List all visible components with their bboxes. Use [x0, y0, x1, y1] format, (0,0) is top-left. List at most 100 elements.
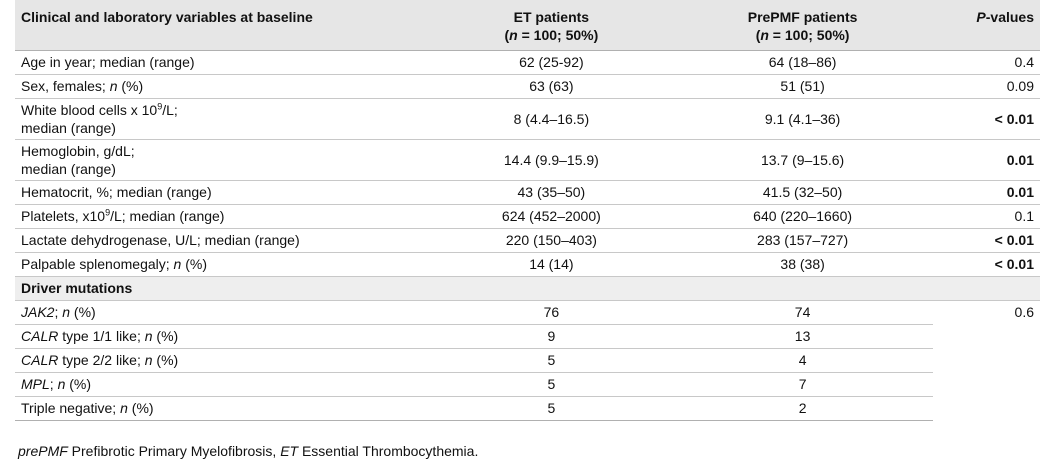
table-cell: 9: [430, 324, 672, 349]
text-run: Lactate dehydrogenase, U/L; median (rang…: [21, 232, 300, 248]
text-run: (: [504, 27, 510, 43]
text-run: 13.7 (9–15.6): [760, 151, 845, 168]
text-run: 9: [105, 207, 111, 218]
text-run: ;: [49, 376, 58, 392]
table-row: MPL; n (%) 5 7: [15, 372, 1040, 397]
text-run: /L;: [162, 101, 178, 118]
text-run: -values: [985, 9, 1034, 25]
text-run: 14 (14): [529, 256, 574, 272]
text-run: = 100; 50%): [517, 27, 599, 43]
table-row: Age in year; median (range) 62 (25-92) 64 …: [15, 50, 1040, 75]
text-run: Driver mutations: [21, 280, 133, 296]
text-run: 13: [794, 328, 811, 344]
text-run: /L; median (range): [110, 208, 225, 224]
table-cell: Age in year; median (range): [15, 50, 431, 75]
table-cell: < 0.01: [933, 98, 1040, 140]
text-run: 283 (157–727): [757, 232, 849, 248]
table-cell: 51 (51): [672, 74, 934, 99]
table-cell: 640 (220–1660): [672, 204, 934, 229]
text-run: median (range): [21, 119, 116, 136]
text-run: JAK2: [21, 304, 55, 320]
text-run: n: [120, 400, 128, 416]
text-run: Platelets, x10: [21, 208, 106, 224]
text-run: 9.1 (4.1–36): [764, 110, 841, 127]
table-cell: 5: [430, 372, 672, 397]
table-row: Clinical and laboratory variables at bas…: [15, 0, 1040, 51]
text-run: n: [62, 304, 71, 320]
table-cell: JAK2; n (%): [15, 300, 431, 325]
table-row: JAK2; n (%) 76 74 0.6: [15, 300, 1040, 325]
text-run: PrePMF patients: [747, 9, 858, 25]
text-run: 0.1: [1014, 208, 1034, 224]
text-run: 9: [547, 328, 556, 344]
table-cell: 74: [672, 300, 934, 325]
text-run: Essential Thrombocythemia.: [298, 443, 479, 459]
text-run: 64 (18–86): [768, 54, 837, 70]
table-cell: MPL; n (%): [15, 372, 431, 397]
table-row: Hemoglobin, g/dL; median (range) 14.4 (9.9…: [15, 139, 1040, 181]
table-row: CALR type 1/1 like; n (%) 9 13: [15, 324, 1040, 349]
table-cell: 13.7 (9–15.6): [672, 139, 934, 181]
table-cell: 0.1: [933, 204, 1040, 229]
text-run: n: [57, 376, 66, 392]
table-cell: 0.6: [933, 300, 1040, 420]
table-cell: Sex, females; n (%): [15, 74, 431, 99]
text-run: 0.09: [1006, 78, 1034, 94]
text-run: CALR: [21, 328, 59, 344]
table-cell: 283 (157–727): [672, 228, 934, 253]
table-cell: Hematocrit, %; median (range): [15, 180, 431, 205]
text-run: (%): [117, 78, 144, 94]
footnote: prePMF Prefibrotic Primary Myelofibrosis…: [18, 443, 478, 459]
text-run: < 0.01: [994, 256, 1034, 272]
text-run: 220 (150–403): [505, 232, 597, 248]
text-run: 0.01: [1006, 184, 1034, 200]
table-cell: 41.5 (32–50): [672, 180, 934, 205]
table-cell: 14 (14): [430, 252, 672, 277]
table-cell: 64 (18–86): [672, 50, 934, 75]
text-run: 63 (63): [529, 78, 574, 94]
text-run: n: [144, 328, 153, 344]
text-run: Age in year; median (range): [21, 54, 195, 70]
table-cell: 0.01: [933, 180, 1040, 205]
text-run: n: [760, 27, 769, 43]
text-run: n: [173, 256, 182, 272]
table-cell: 7: [672, 372, 934, 397]
text-run: < 0.01: [994, 110, 1034, 127]
data-table: Clinical and laboratory variables at bas…: [15, 0, 1040, 421]
text-run: n: [109, 78, 118, 94]
text-run: (%): [152, 352, 179, 368]
table-cell: < 0.01: [933, 228, 1040, 253]
text-run: n: [144, 352, 153, 368]
text-run: type 2/2 like;: [58, 352, 145, 368]
table-row: White blood cells x 109/L; median (range)…: [15, 98, 1040, 140]
table-cell: 9.1 (4.1–36): [672, 98, 934, 140]
text-run: MPL: [21, 376, 50, 392]
text-run: (%): [70, 304, 96, 320]
text-run: Hematocrit, %; median (range): [21, 184, 212, 200]
table-cell: Palpable splenomegaly; n (%): [15, 252, 431, 277]
table-cell: ET patients (n = 100; 50%): [430, 0, 672, 51]
text-run: 4: [798, 352, 807, 368]
text-run: 62 (25-92): [519, 54, 584, 70]
text-run: 9: [157, 100, 163, 111]
table-cell: P-values: [933, 0, 1040, 51]
text-run: White blood cells x 10: [21, 101, 158, 118]
text-run: 38 (38): [780, 256, 825, 272]
text-run: Hemoglobin, g/dL;: [21, 142, 135, 159]
table-cell: 5: [430, 348, 672, 373]
table-cell: White blood cells x 109/L; median (range): [15, 98, 431, 140]
table-cell: CALR type 2/2 like; n (%): [15, 348, 431, 373]
table-row: Palpable splenomegaly; n (%) 14 (14) 38 (3…: [15, 252, 1040, 277]
text-run: Palpable splenomegaly;: [21, 256, 174, 272]
text-run: 41.5 (32–50): [762, 184, 843, 200]
table-row: Lactate dehydrogenase, U/L; median (rang…: [15, 228, 1040, 253]
table-cell: PrePMF patients (n = 100; 50%): [672, 0, 934, 51]
table-cell: CALR type 1/1 like; n (%): [15, 324, 431, 349]
text-run: 74: [794, 304, 811, 320]
table-cell: 14.4 (9.9–15.9): [430, 139, 672, 181]
text-run: 2: [798, 400, 807, 416]
text-run: = 100; 50%): [768, 27, 850, 43]
text-run: 0.4: [1014, 54, 1034, 70]
table-cell: 76: [430, 300, 672, 325]
